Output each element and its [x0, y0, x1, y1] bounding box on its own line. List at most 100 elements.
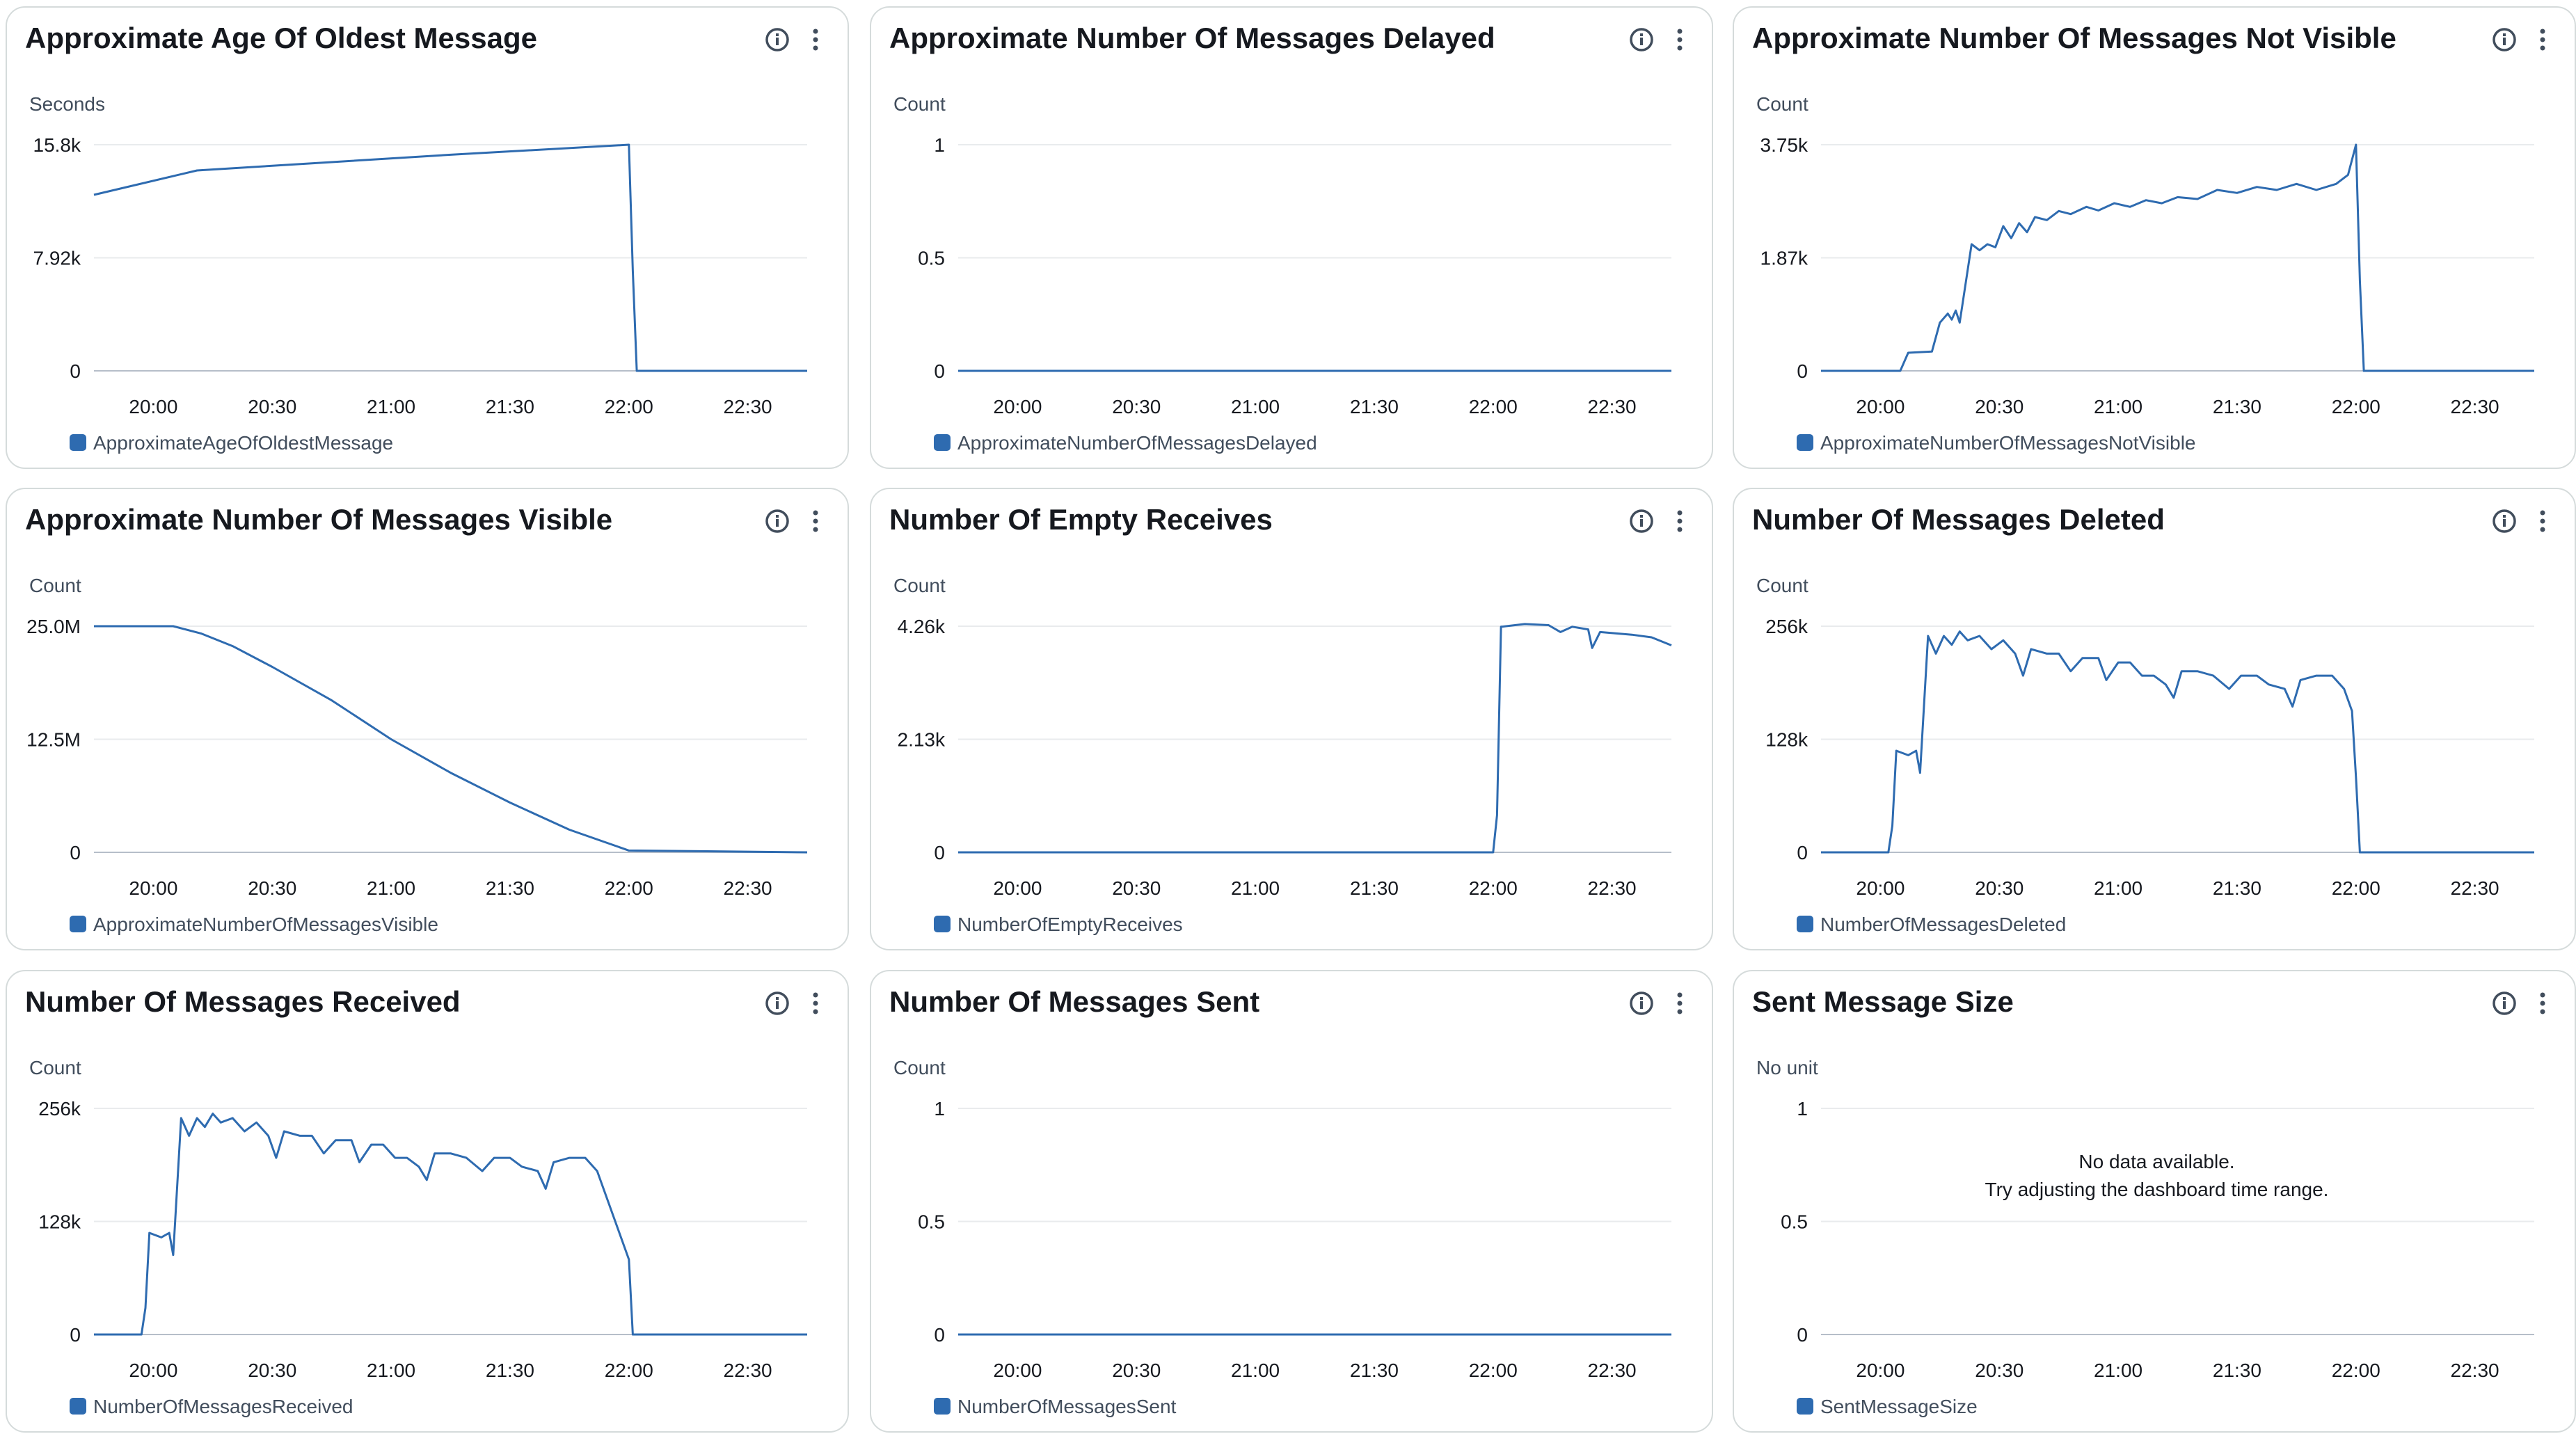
- widget-title: Approximate Number Of Messages Visible: [25, 503, 613, 536]
- y-tick-label: 0: [934, 1324, 945, 1346]
- more-options-icon[interactable]: [2534, 989, 2551, 1017]
- x-tick-label: 21:30: [486, 396, 534, 417]
- widget-number-of-messages-received: Number Of Messages Received Count 256k 128k…: [6, 970, 849, 1433]
- legend-label[interactable]: ApproximateNumberOfMessagesVisible: [93, 914, 438, 935]
- legend-swatch[interactable]: [934, 1398, 951, 1415]
- x-tick-label: 20:00: [1856, 877, 1905, 899]
- more-options-icon[interactable]: [1671, 989, 1688, 1017]
- x-tick-label: 20:30: [1112, 877, 1161, 899]
- x-tick-label: 21:30: [2213, 1360, 2261, 1381]
- x-tick-label: 21:00: [2094, 877, 2142, 899]
- y-tick-label: 3.75k: [1760, 134, 1808, 156]
- info-icon[interactable]: [763, 26, 791, 54]
- x-tick-label: 20:30: [1112, 1360, 1161, 1381]
- x-tick-label: 20:00: [993, 1360, 1042, 1381]
- info-icon[interactable]: [2490, 989, 2518, 1017]
- y-tick-label: 0.5: [918, 1211, 945, 1233]
- y-tick-label: 0.5: [1781, 1211, 1808, 1233]
- y-tick-label: 0: [1797, 842, 1808, 863]
- info-icon[interactable]: [2490, 507, 2518, 535]
- no-data-message: Try adjusting the dashboard time range.: [1985, 1179, 2329, 1200]
- y-axis-unit-label: Count: [29, 575, 81, 596]
- y-tick-label: 0: [70, 842, 81, 863]
- y-tick-label: 256k: [1765, 616, 1808, 637]
- more-options-icon[interactable]: [1671, 507, 1688, 535]
- legend-swatch[interactable]: [70, 1398, 86, 1415]
- y-axis-unit-label: Count: [893, 93, 946, 115]
- x-tick-label: 22:00: [1469, 1360, 1518, 1381]
- legend-swatch[interactable]: [1797, 434, 1813, 451]
- series-line-approximatenumberofmessagesnotvisible: [1821, 143, 2534, 372]
- x-tick-label: 21:30: [2213, 396, 2261, 417]
- widget-title: Number Of Empty Receives: [889, 503, 1273, 536]
- info-icon[interactable]: [763, 507, 791, 535]
- info-icon[interactable]: [1628, 26, 1655, 54]
- x-tick-label: 22:30: [724, 396, 772, 417]
- x-tick-label: 21:30: [1350, 396, 1399, 417]
- y-axis-unit-label: Count: [1756, 93, 1808, 115]
- widget-title: Approximate Age Of Oldest Message: [25, 22, 537, 54]
- x-tick-label: 22:30: [724, 1360, 772, 1381]
- y-tick-label: 256k: [38, 1098, 81, 1120]
- x-tick-label: 21:30: [1350, 1360, 1399, 1381]
- widget-approximate-number-of-messages-visible: Approximate Number Of Messages Visible Co…: [6, 488, 849, 950]
- legend-label[interactable]: SentMessageSize: [1820, 1396, 1978, 1417]
- y-tick-label: 1: [934, 134, 945, 156]
- more-options-icon[interactable]: [807, 989, 824, 1017]
- y-tick-label: 12.5M: [26, 729, 81, 751]
- chart: Count 25.0M 12.5M 0 20:00 20:30 21:00 21:30 22:0…: [26, 575, 808, 935]
- x-tick-label: 21:30: [1350, 877, 1399, 899]
- x-tick-label: 20:00: [993, 396, 1042, 417]
- legend-label[interactable]: NumberOfEmptyReceives: [957, 914, 1183, 935]
- chart: Count 256k 128k 0 20:00 20:30 21:00 21:30 22:00 2…: [1756, 575, 2534, 935]
- info-icon[interactable]: [763, 989, 791, 1017]
- legend-swatch[interactable]: [1797, 1398, 1813, 1415]
- more-options-icon[interactable]: [807, 507, 824, 535]
- x-tick-label: 21:30: [486, 1360, 534, 1381]
- x-tick-label: 22:30: [2451, 1360, 2499, 1381]
- legend-swatch[interactable]: [70, 434, 86, 451]
- x-tick-label: 22:30: [1588, 396, 1637, 417]
- y-tick-label: 0: [70, 360, 81, 382]
- x-tick-label: 21:00: [1231, 396, 1280, 417]
- series-line-approximatenumberofmessagesvisible: [94, 625, 808, 854]
- y-tick-label: 1: [1797, 1098, 1808, 1120]
- widget-title: Number Of Messages Received: [25, 985, 461, 1018]
- x-tick-label: 22:30: [1588, 877, 1637, 899]
- legend-label[interactable]: NumberOfMessagesDeleted: [1820, 914, 2066, 935]
- widget-approximate-age-of-oldest-message: Approximate Age Of Oldest Message Seconds…: [6, 6, 849, 469]
- legend-label[interactable]: ApproximateNumberOfMessagesDelayed: [957, 432, 1317, 454]
- x-tick-label: 20:00: [1856, 1360, 1905, 1381]
- info-icon[interactable]: [1628, 507, 1655, 535]
- more-options-icon[interactable]: [2534, 507, 2551, 535]
- x-tick-label: 22:00: [2332, 396, 2380, 417]
- widget-number-of-messages-sent: Number Of Messages Sent Count 1 0.5 0 20:00 20…: [870, 970, 1713, 1433]
- legend-swatch[interactable]: [934, 916, 951, 932]
- more-options-icon[interactable]: [1671, 26, 1688, 54]
- legend-label[interactable]: ApproximateNumberOfMessagesNotVisible: [1820, 432, 2196, 454]
- widget-number-of-messages-deleted: Number Of Messages Deleted Count 256k 128k 0…: [1733, 488, 2576, 950]
- x-tick-label: 21:00: [2094, 1360, 2142, 1381]
- legend-label[interactable]: ApproximateAgeOfOldestMessage: [93, 432, 393, 454]
- x-tick-label: 21:30: [486, 877, 534, 899]
- more-options-icon[interactable]: [2534, 26, 2551, 54]
- no-data-message: No data available.: [2078, 1151, 2234, 1172]
- widget-title: Sent Message Size: [1752, 985, 2014, 1018]
- legend-label[interactable]: NumberOfMessagesReceived: [93, 1396, 353, 1417]
- legend-swatch[interactable]: [1797, 916, 1813, 932]
- more-options-icon[interactable]: [807, 26, 824, 54]
- x-tick-label: 20:30: [1975, 877, 2024, 899]
- x-tick-label: 20:00: [129, 396, 177, 417]
- series-line-numberofmessagesdeleted: [1821, 630, 2534, 854]
- x-tick-label: 20:00: [129, 1360, 177, 1381]
- legend-swatch[interactable]: [934, 434, 951, 451]
- legend-swatch[interactable]: [70, 916, 86, 932]
- x-tick-label: 22:00: [2332, 1360, 2380, 1381]
- y-tick-label: 2.13k: [898, 729, 946, 751]
- info-icon[interactable]: [2490, 26, 2518, 54]
- widget-title: Number Of Messages Sent: [889, 985, 1260, 1018]
- info-icon[interactable]: [1628, 989, 1655, 1017]
- legend-label[interactable]: NumberOfMessagesSent: [957, 1396, 1177, 1417]
- x-tick-label: 22:30: [2451, 877, 2499, 899]
